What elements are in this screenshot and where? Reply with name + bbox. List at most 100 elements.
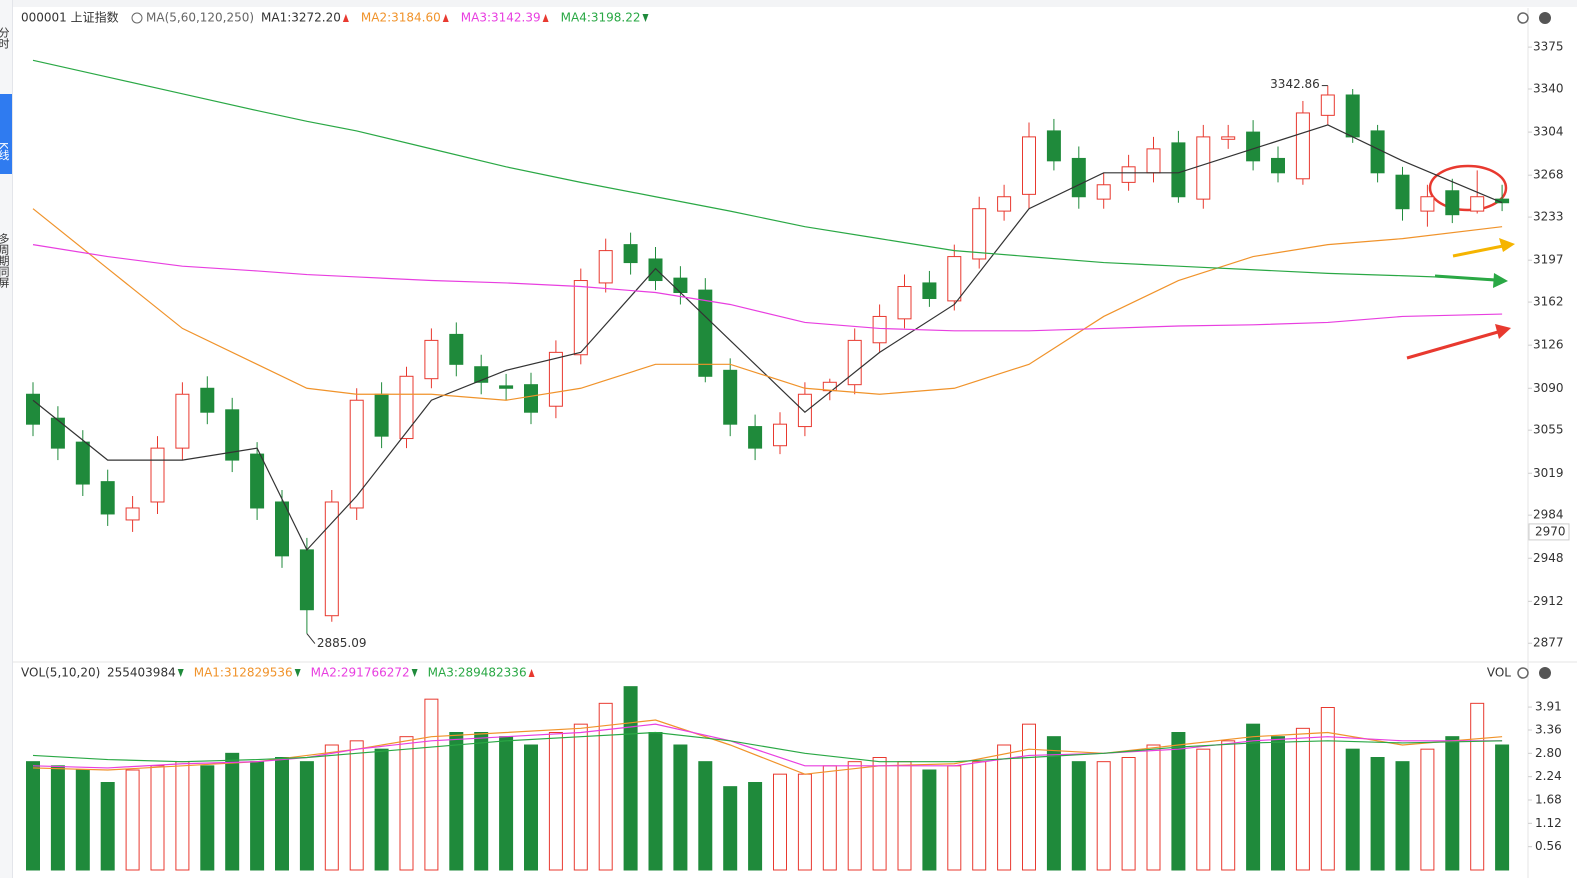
tab-kline[interactable]: K线 xyxy=(0,94,12,174)
y-tick-label: 3375 xyxy=(1533,40,1564,54)
candle-body xyxy=(75,441,90,485)
volume-bar xyxy=(1221,740,1236,871)
volume-bar xyxy=(175,761,190,871)
candle-body xyxy=(1022,136,1036,195)
tab-multi-period[interactable]: 多周期同屏 xyxy=(0,232,10,288)
y-tick-label: 0.56 xyxy=(1535,839,1562,853)
volume-bar xyxy=(797,773,812,871)
volume-bar xyxy=(1320,707,1335,871)
volume-bar xyxy=(1146,744,1161,871)
volume-bar xyxy=(548,732,563,871)
volume-bar xyxy=(673,744,688,871)
trend-down xyxy=(294,669,301,677)
volume-bar xyxy=(1121,757,1136,871)
y-tick-label: 1.68 xyxy=(1535,793,1562,807)
volume-bar xyxy=(773,773,787,871)
y-tick-label: 2.24 xyxy=(1535,769,1562,783)
ma-label: MA(5,60,120,250) xyxy=(146,11,254,25)
volume-bar xyxy=(822,765,837,871)
candle-body xyxy=(972,208,987,260)
candle-body xyxy=(1295,112,1310,180)
candle-body xyxy=(1345,94,1360,138)
trend-down xyxy=(411,669,418,677)
candle-body xyxy=(275,501,289,557)
volume-bar xyxy=(524,744,538,871)
volume-bar xyxy=(1445,736,1460,871)
legend-entry: MA2:291766272 xyxy=(311,666,410,680)
tab-timeshare[interactable]: 分时 xyxy=(0,27,10,49)
volume-bar xyxy=(698,761,713,871)
candle-body xyxy=(673,277,688,294)
vol-axis-label: VOL xyxy=(1487,666,1511,680)
volume-bar xyxy=(1370,757,1385,871)
candle-body xyxy=(200,387,215,413)
candle-body xyxy=(1196,136,1211,200)
candle-body xyxy=(872,315,887,344)
legend-entry: MA1:312829536 xyxy=(194,666,293,680)
volume-bar xyxy=(449,732,464,871)
y-tick-label: 3055 xyxy=(1533,423,1564,437)
y-tick-label: 2.80 xyxy=(1535,746,1562,760)
volume-bar xyxy=(723,786,738,871)
candle-body xyxy=(548,351,563,407)
arrow-red xyxy=(1406,324,1511,360)
legend-entry: MA3:3142.39 xyxy=(461,11,541,25)
volume-bar xyxy=(1171,732,1186,871)
y-tick-label: 3197 xyxy=(1533,253,1564,267)
candle-body xyxy=(1420,196,1435,212)
y-tick-label: 3019 xyxy=(1533,466,1564,480)
volume-bar xyxy=(1022,723,1036,871)
legend-entry: MA3:289482336 xyxy=(428,666,527,680)
candle-body xyxy=(1221,136,1236,140)
trend-down xyxy=(642,14,649,22)
volume-bar xyxy=(1096,761,1111,871)
trend-up xyxy=(342,14,349,22)
candle-body xyxy=(399,375,414,440)
volume-bar xyxy=(1495,744,1510,871)
volume-bar xyxy=(598,702,613,871)
candle-body xyxy=(797,393,812,428)
y-tick-label: 3304 xyxy=(1533,125,1564,139)
y-tick-label: 2912 xyxy=(1533,594,1564,608)
volume-bar xyxy=(1246,723,1261,871)
candle-body xyxy=(324,501,339,617)
y-tick-label: 3340 xyxy=(1533,82,1564,96)
volume-bar xyxy=(1196,748,1211,871)
y-tick-label: 3126 xyxy=(1533,338,1564,352)
candle-body xyxy=(748,426,763,449)
candle-body xyxy=(374,393,389,437)
y-tick-label: 3.36 xyxy=(1535,723,1562,737)
candle-body xyxy=(1271,157,1285,174)
volume-bar xyxy=(75,769,90,871)
settings-icons[interactable] xyxy=(1517,12,1551,679)
candle-body xyxy=(26,393,40,425)
volume-bar xyxy=(847,761,862,871)
candle-body xyxy=(100,481,115,515)
y-tick-label: 2984 xyxy=(1533,508,1564,522)
candle-body xyxy=(922,282,937,299)
candle-body xyxy=(1171,142,1186,198)
volume-bar xyxy=(150,765,165,871)
candle-body xyxy=(648,258,663,282)
candle-body xyxy=(1320,94,1335,116)
candle-body xyxy=(1395,174,1410,210)
volume-bar xyxy=(997,744,1012,871)
candle-body xyxy=(524,384,538,413)
legend-entry: MA1:3272.20 xyxy=(261,11,341,25)
candle-body xyxy=(1046,130,1061,162)
candle-body xyxy=(299,549,314,611)
candle-body xyxy=(1096,184,1111,200)
volume-bar xyxy=(947,765,962,871)
ma-line xyxy=(32,731,1503,763)
volume-bar xyxy=(1071,761,1086,871)
y-tick-label: 3268 xyxy=(1533,168,1564,182)
volume-bar xyxy=(1271,736,1285,871)
volume-bar xyxy=(623,686,638,871)
chart: 000001 上证指数 MA(5,60,120,250) MA1:3272.20 MA… xyxy=(13,0,1577,878)
volume-bar xyxy=(1046,736,1061,871)
ma-toggle xyxy=(131,12,143,24)
volume-bar xyxy=(648,732,663,871)
volume-bar xyxy=(1420,748,1435,871)
y-tick-label: 2877 xyxy=(1533,636,1564,650)
